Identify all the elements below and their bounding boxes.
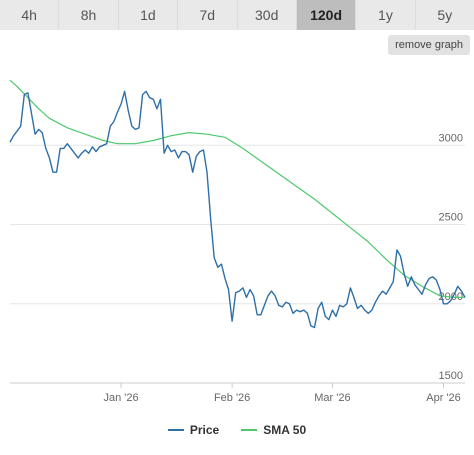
y-tick-label: 3000	[439, 132, 463, 144]
x-tick-label: Feb '26	[214, 392, 250, 404]
tab-120d[interactable]: 120d	[296, 0, 357, 30]
price-series-line	[9, 90, 466, 329]
legend-swatch-sma50	[241, 429, 258, 431]
tab-30d[interactable]: 30d	[237, 0, 297, 30]
legend-label-price: Price	[189, 423, 220, 437]
tab-1d[interactable]: 1d	[118, 0, 179, 30]
chart-legend: Price SMA 50	[0, 420, 474, 440]
y-tick-label: 1500	[439, 370, 463, 382]
legend-item-sma50[interactable]: SMA 50	[241, 423, 306, 437]
timeframe-tabs: 4h 8h 1d 7d 30d 120d 1y 5y	[0, 0, 474, 30]
legend-swatch-price	[167, 429, 184, 431]
legend-item-price[interactable]: Price	[167, 423, 220, 437]
y-tick-label: 2500	[439, 212, 463, 224]
tab-4h[interactable]: 4h	[0, 0, 60, 30]
x-tick-label: Jan '26	[103, 392, 138, 404]
legend-label-sma50: SMA 50	[263, 423, 307, 437]
x-tick-label: Mar '26	[314, 392, 350, 404]
tab-1y[interactable]: 1y	[356, 0, 416, 30]
tab-5y[interactable]: 5y	[415, 0, 474, 30]
x-tick-label: Apr '26	[426, 392, 461, 404]
tab-8h[interactable]: 8h	[59, 0, 119, 30]
tab-7d[interactable]: 7d	[178, 0, 238, 30]
remove-graph-button[interactable]: remove graph	[388, 35, 470, 55]
sma50-series-line	[9, 79, 465, 298]
